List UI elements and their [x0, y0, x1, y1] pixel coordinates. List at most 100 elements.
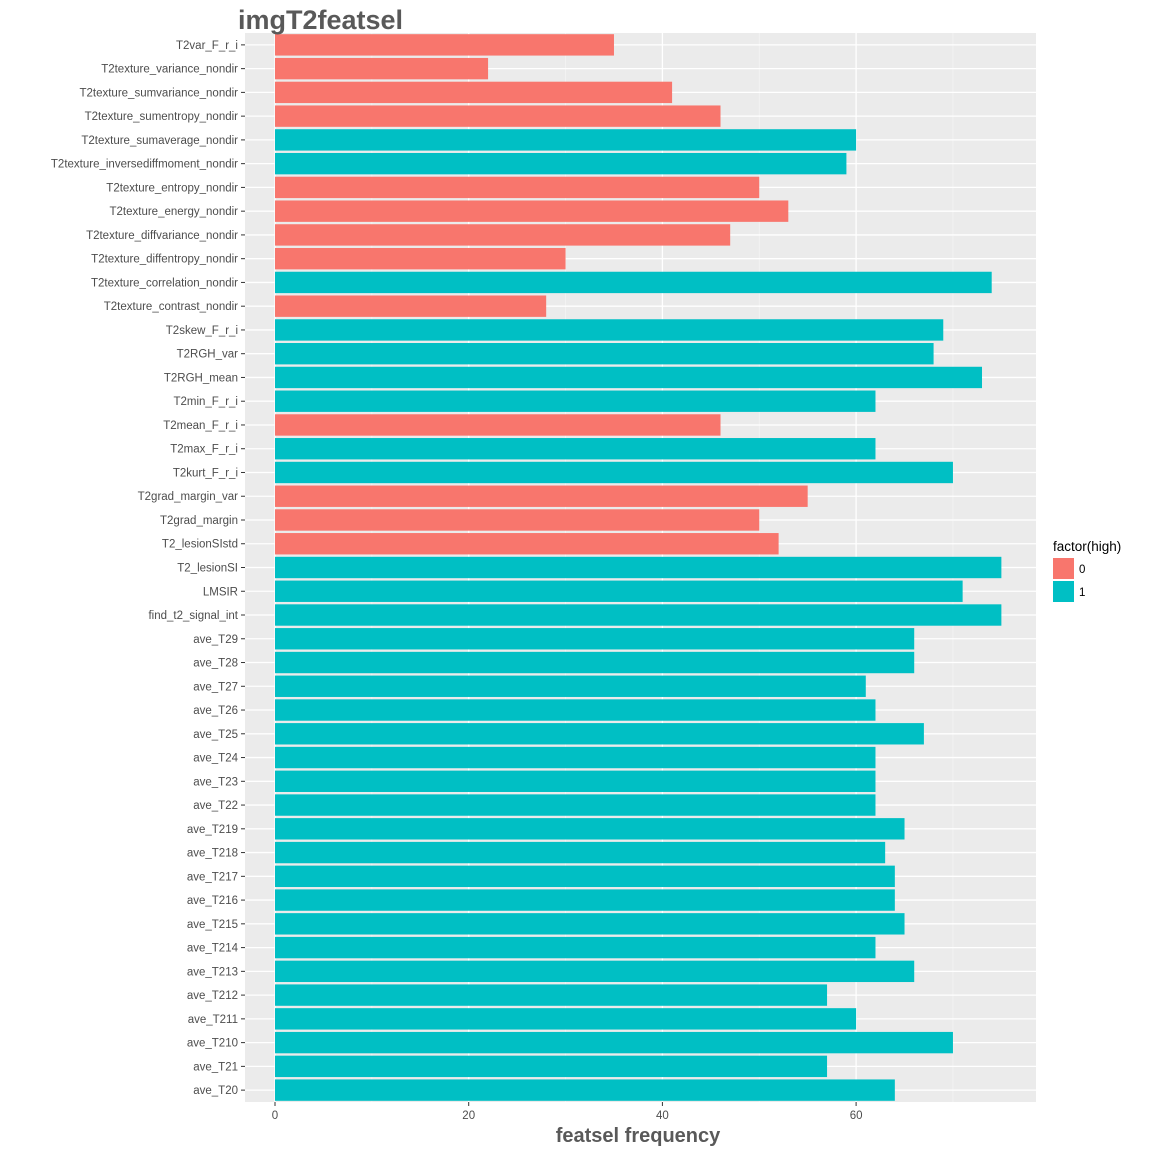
y-tick-label: T2texture_variance_nondir: [101, 64, 238, 76]
bar-T2_lesionSIstd: [275, 533, 779, 555]
bar-ave_T217: [275, 865, 895, 888]
bar-ave_T219: [275, 818, 905, 840]
y-tick-label: ave_T29: [193, 634, 238, 646]
y-tick-label: ave_T215: [187, 919, 238, 931]
bar-T2texture_energy_nondir: [275, 200, 789, 222]
legend-key-0: [1053, 558, 1074, 579]
bar-ave_T213: [275, 960, 915, 983]
bar-ave_T210: [275, 1031, 953, 1054]
bar-ave_T28: [275, 651, 915, 674]
bar-ave_T214: [275, 936, 876, 959]
y-tick-label: T2min_F_r_i: [173, 396, 238, 408]
bar-ave_T24: [275, 746, 876, 769]
y-tick-label: ave_T217: [187, 871, 238, 883]
y-tick-label: T2_lesionSIstd: [162, 539, 238, 551]
y-tick-label: find_t2_signal_int: [148, 610, 238, 622]
legend-key-1: [1053, 581, 1074, 602]
bar-T2texture_correlation_nondir: [275, 271, 992, 294]
bar-ave_T23: [275, 770, 876, 792]
y-tick-label: LMSIR: [203, 586, 238, 598]
bar-T2grad_margin: [275, 509, 760, 531]
bar-T2texture_variance_nondir: [275, 57, 489, 80]
y-tick-label: ave_T212: [187, 990, 238, 1002]
bar-T2mean_F_r_i: [275, 414, 721, 436]
y-tick-label: ave_T213: [187, 966, 238, 978]
y-axis: T2var_F_r_i T2texture_variance_nondir T2te…: [51, 40, 245, 1097]
y-tick-label: T2grad_margin_var: [138, 491, 239, 503]
y-tick-label: ave_T23: [193, 776, 238, 788]
bar-ave_T21: [275, 1055, 828, 1078]
y-tick-label: T2texture_energy_nondir: [110, 206, 239, 218]
legend-label-1: 1: [1079, 587, 1085, 599]
y-tick-label: T2kurt_F_r_i: [173, 467, 238, 479]
bar-T2texture_entropy_nondir: [275, 176, 760, 199]
bar-ave_T216: [275, 889, 895, 911]
y-tick-label: T2texture_diffvariance_nondir: [86, 230, 238, 242]
y-tick-label: ave_T22: [193, 800, 238, 812]
y-tick-label: T2RGH_mean: [164, 372, 238, 384]
bar-ave_T20: [275, 1079, 895, 1101]
bar-ave_T215: [275, 913, 905, 935]
y-tick-label: T2grad_margin: [160, 515, 238, 527]
bar-ave_T212: [275, 984, 828, 1006]
y-tick-label: T2_lesionSI: [177, 563, 238, 575]
bar-T2_lesionSI: [275, 556, 1002, 579]
bar-T2kurt_F_r_i: [275, 461, 953, 484]
bar-LMSIR: [275, 580, 963, 602]
y-tick-label: ave_T218: [187, 848, 238, 860]
y-tick-label: ave_T20: [193, 1085, 238, 1097]
bar-ave_T27: [275, 675, 866, 697]
y-tick-label: T2texture_sumvariance_nondir: [79, 87, 238, 99]
bar-T2grad_margin_var: [275, 485, 808, 507]
bar-T2texture_inversediffmoment_nondir: [275, 152, 847, 175]
y-tick-label: T2texture_correlation_nondir: [91, 277, 238, 289]
legend-title: factor(high): [1053, 539, 1121, 554]
y-tick-label: T2var_F_r_i: [176, 40, 238, 52]
bar-T2RGH_var: [275, 343, 934, 365]
y-tick-label: ave_T24: [193, 753, 238, 765]
bar-T2skew_F_r_i: [275, 319, 944, 341]
x-axis: 0 20 40 60: [272, 1102, 863, 1122]
y-tick-label: ave_T28: [193, 658, 238, 670]
x-tick-label: 40: [656, 1110, 669, 1122]
legend: factor(high) 0 1: [1053, 539, 1121, 602]
bar-ave_T29: [275, 628, 915, 650]
bar-T2RGH_mean: [275, 366, 983, 389]
y-tick-label: ave_T25: [193, 729, 238, 741]
y-tick-label: T2RGH_var: [177, 349, 239, 361]
x-axis-label: featsel frequency: [556, 1125, 721, 1147]
bar-T2texture_sumentropy_nondir: [275, 105, 721, 127]
y-tick-label: ave_T210: [187, 1038, 238, 1050]
bar-find_t2_signal_int: [275, 604, 1002, 626]
bar-T2texture_diffvariance_nondir: [275, 224, 731, 246]
y-tick-label: T2texture_sumaverage_nondir: [81, 135, 238, 147]
x-tick-label: 20: [462, 1110, 475, 1122]
bar-T2texture_sumvariance_nondir: [275, 81, 673, 104]
x-tick-label: 60: [850, 1110, 863, 1122]
y-tick-label: T2texture_contrast_nondir: [104, 301, 238, 313]
bar-T2max_F_r_i: [275, 438, 876, 460]
y-tick-label: T2skew_F_r_i: [166, 325, 238, 337]
bars: [275, 34, 1002, 1101]
bar-ave_T211: [275, 1008, 857, 1030]
y-tick-label: T2max_F_r_i: [170, 444, 238, 456]
bar-T2texture_contrast_nondir: [275, 295, 547, 317]
y-tick-label: ave_T21: [193, 1061, 238, 1073]
y-tick-label: ave_T214: [187, 943, 239, 955]
bar-T2texture_diffentropy_nondir: [275, 247, 566, 270]
y-tick-label: ave_T211: [188, 1014, 238, 1026]
y-tick-label: ave_T216: [187, 895, 238, 907]
bar-T2texture_sumaverage_nondir: [275, 129, 857, 151]
bar-ave_T25: [275, 723, 924, 745]
legend-label-0: 0: [1079, 564, 1085, 576]
y-tick-label: T2mean_F_r_i: [163, 420, 238, 432]
y-tick-label: T2texture_inversediffmoment_nondir: [51, 159, 238, 171]
y-tick-label: T2texture_sumentropy_nondir: [85, 111, 239, 123]
x-tick-label: 0: [272, 1110, 278, 1122]
chart-title: imgT2featsel: [238, 5, 403, 35]
y-tick-label: T2texture_diffentropy_nondir: [91, 254, 238, 266]
y-tick-label: ave_T27: [193, 681, 238, 693]
bar-ave_T26: [275, 699, 876, 721]
y-tick-label: T2texture_entropy_nondir: [106, 182, 238, 194]
